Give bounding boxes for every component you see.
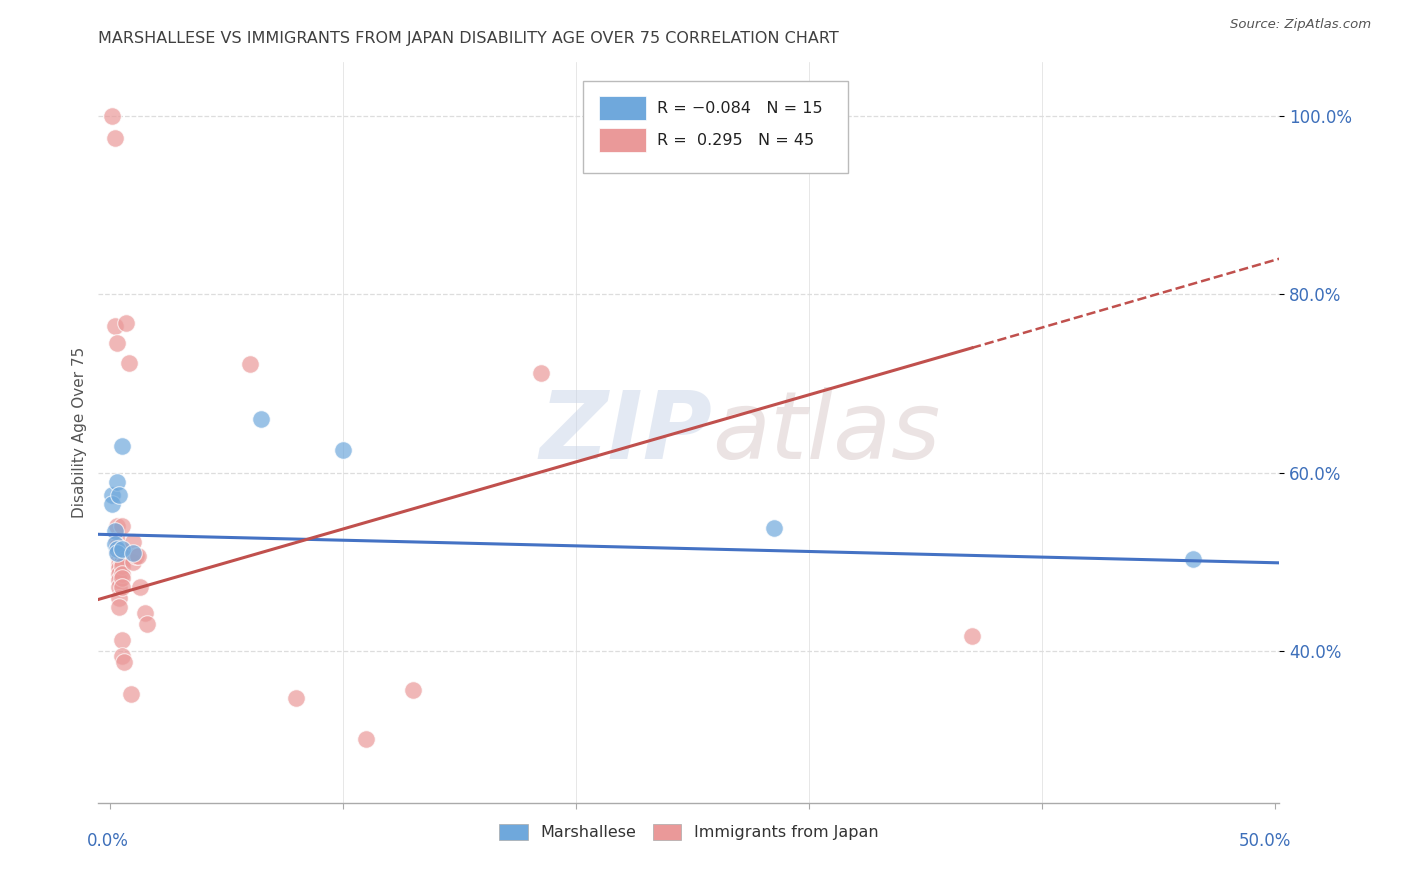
Point: [530, 366, 553, 380]
Point: [1182, 552, 1205, 566]
Y-axis label: Disability Age Over 75: Disability Age Over 75: [72, 347, 87, 518]
Point: [105, 533, 128, 547]
Point: [104, 524, 127, 538]
Point: [285, 691, 308, 706]
Point: [105, 475, 128, 489]
Point: [125, 549, 148, 563]
Point: [111, 519, 134, 533]
Point: [111, 648, 134, 663]
Point: [101, 497, 124, 511]
Text: atlas: atlas: [713, 387, 941, 478]
Point: [108, 566, 131, 581]
Point: [122, 555, 145, 569]
Point: [762, 521, 785, 535]
Point: [111, 541, 134, 556]
Point: [111, 549, 134, 563]
Point: [111, 571, 134, 585]
Text: R =  0.295   N = 45: R = 0.295 N = 45: [657, 133, 814, 148]
Point: [105, 541, 128, 556]
Point: [111, 439, 134, 453]
FancyBboxPatch shape: [599, 128, 647, 152]
Point: [115, 316, 138, 330]
Point: [127, 549, 149, 563]
Point: [122, 535, 145, 549]
Point: [108, 550, 131, 565]
Point: [108, 488, 131, 502]
Point: [239, 357, 262, 371]
Point: [402, 682, 425, 697]
Point: [108, 557, 131, 571]
Point: [134, 606, 156, 620]
Point: [105, 544, 128, 558]
Point: [105, 539, 128, 553]
Point: [108, 599, 131, 614]
Point: [118, 356, 141, 370]
Point: [108, 591, 131, 605]
Point: [120, 687, 142, 701]
Point: [129, 580, 152, 594]
Text: MARSHALLESE VS IMMIGRANTS FROM JAPAN DISABILITY AGE OVER 75 CORRELATION CHART: MARSHALLESE VS IMMIGRANTS FROM JAPAN DIS…: [98, 31, 839, 46]
Text: ZIP: ZIP: [540, 386, 713, 479]
Point: [960, 629, 983, 643]
Point: [111, 566, 134, 581]
Point: [105, 336, 128, 351]
Point: [111, 544, 134, 558]
Point: [108, 552, 131, 566]
Point: [112, 655, 135, 669]
Point: [104, 318, 127, 333]
FancyBboxPatch shape: [599, 96, 647, 120]
Point: [111, 633, 134, 648]
Point: [111, 559, 134, 574]
Point: [250, 412, 273, 426]
Point: [136, 617, 159, 632]
FancyBboxPatch shape: [582, 81, 848, 173]
Point: [122, 546, 145, 560]
Legend: Marshallese, Immigrants from Japan: Marshallese, Immigrants from Japan: [492, 817, 886, 847]
Text: 0.0%: 0.0%: [87, 832, 128, 850]
Text: Source: ZipAtlas.com: Source: ZipAtlas.com: [1230, 18, 1371, 31]
Point: [108, 573, 131, 587]
Point: [101, 109, 124, 123]
Point: [104, 131, 127, 145]
Point: [104, 537, 127, 551]
Point: [356, 731, 378, 746]
Point: [111, 580, 134, 594]
Point: [108, 561, 131, 575]
Text: R = −0.084   N = 15: R = −0.084 N = 15: [657, 101, 823, 116]
Point: [105, 519, 128, 533]
Point: [108, 580, 131, 594]
Point: [332, 443, 354, 458]
Point: [105, 546, 128, 560]
Point: [101, 488, 124, 502]
Text: 50.0%: 50.0%: [1239, 832, 1291, 850]
Point: [111, 555, 134, 569]
